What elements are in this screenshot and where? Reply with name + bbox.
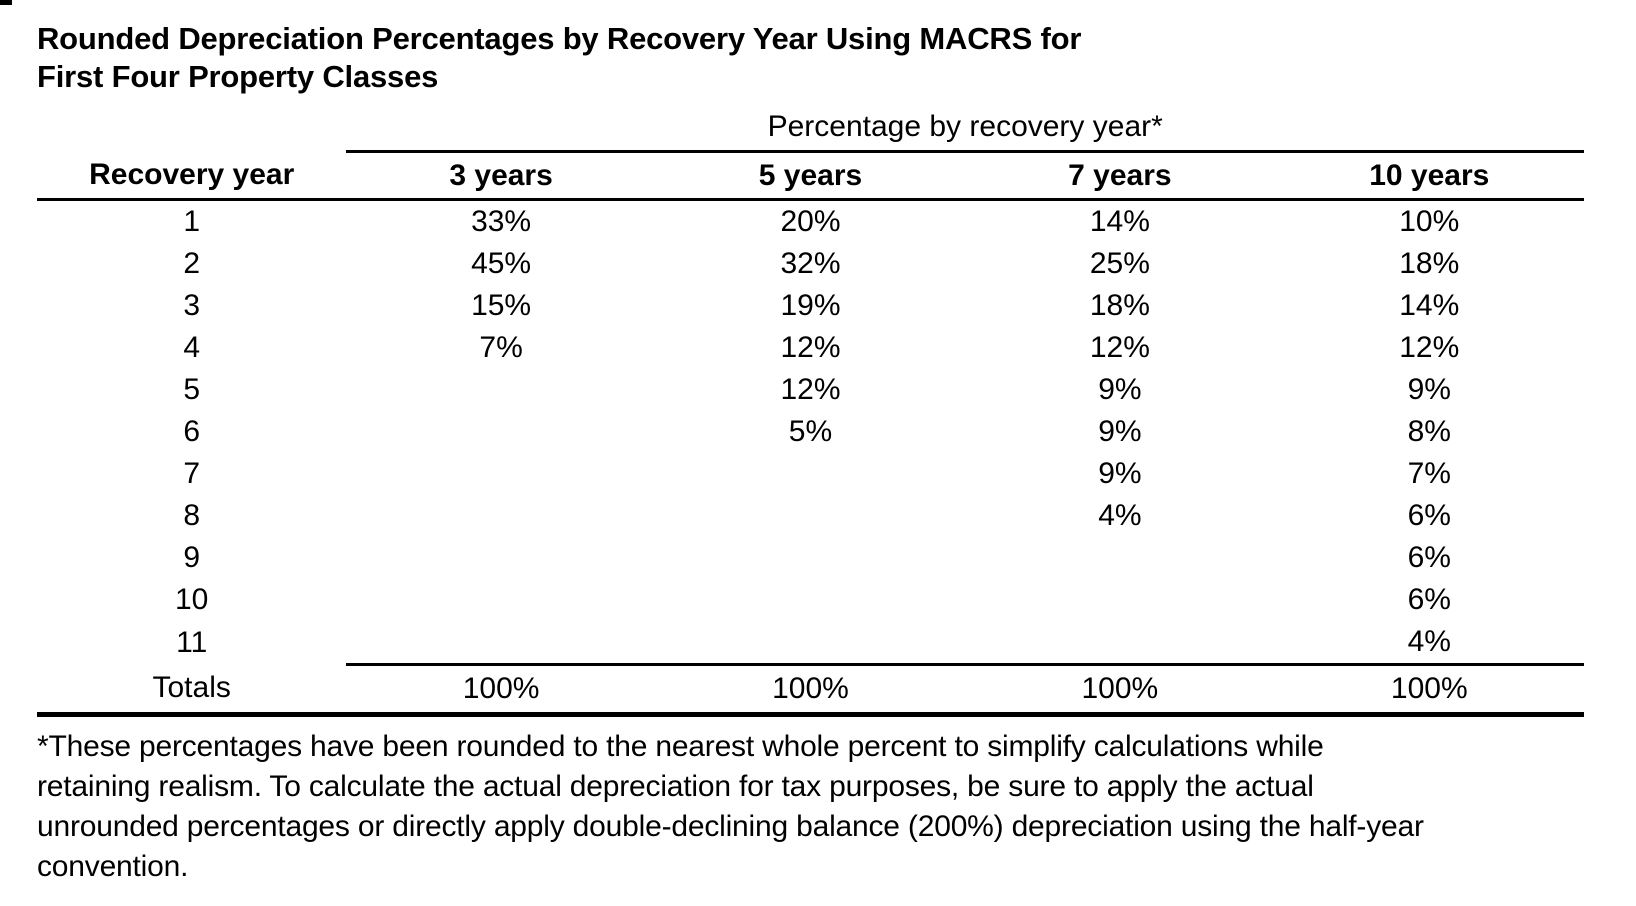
cell-year: 3	[183, 289, 201, 322]
table-title-line1: Rounded Depreciation Percentages by Reco…	[37, 21, 1082, 56]
totals-row: Totals 100% 100% 100% 100%	[37, 663, 1584, 717]
totals-3y: 100%	[346, 663, 656, 717]
macrs-depreciation-table: Percentage by recovery year* Recovery ye…	[37, 100, 1584, 717]
cell-10y: 6%	[1407, 541, 1451, 574]
footnote-line1: *These percentages have been rounded to …	[37, 730, 1324, 763]
corner-artifact	[0, 0, 12, 5]
cell-7y	[965, 537, 1274, 579]
cell-7y	[965, 579, 1274, 621]
table-row: 1 33% 20% 14% 10%	[37, 200, 1584, 244]
table-row: 4 7% 12% 12% 12%	[37, 327, 1584, 369]
cell-year: 5	[183, 373, 201, 406]
cell-7y: 12%	[1089, 331, 1150, 364]
cell-10y: 8%	[1407, 415, 1451, 448]
cell-5y: 12%	[780, 373, 841, 406]
table-row: 10 6%	[37, 579, 1584, 621]
cell-7y	[965, 621, 1274, 665]
table-title: Rounded Depreciation Percentages by Reco…	[37, 20, 1636, 96]
column-header-10-years: 10 years	[1274, 151, 1584, 201]
group-header: Percentage by recovery year*	[346, 100, 1584, 153]
cell-10y: 9%	[1407, 373, 1451, 406]
table-row: 6 5% 9% 8%	[37, 411, 1584, 453]
table-footnote: *These percentages have been rounded to …	[37, 727, 1636, 887]
table-row: 3 15% 19% 18% 14%	[37, 285, 1584, 327]
cell-7y: 14%	[1089, 205, 1150, 238]
cell-3y: 7%	[479, 331, 523, 364]
cell-5y	[656, 579, 965, 621]
cell-year: 7	[183, 457, 201, 490]
column-header-3-years: 3 years	[346, 151, 656, 201]
cell-3y: 33%	[471, 205, 532, 238]
table-row: 7 9% 7%	[37, 453, 1584, 495]
column-header-row: Recovery year 3 years 5 years 7 years 10…	[37, 151, 1584, 201]
cell-3y: 15%	[471, 289, 532, 322]
cell-year: 6	[183, 415, 201, 448]
cell-year: 8	[183, 499, 201, 532]
cell-10y: 4%	[1407, 625, 1451, 658]
totals-5y: 100%	[655, 663, 966, 717]
cell-10y: 7%	[1407, 457, 1451, 490]
cell-3y: 45%	[471, 247, 532, 280]
cell-7y: 9%	[1098, 373, 1142, 406]
column-header-recovery-year: Recovery year	[37, 151, 347, 201]
totals-label: Totals	[37, 664, 347, 717]
cell-7y: 4%	[1098, 499, 1142, 532]
totals-10y: 100%	[1274, 663, 1584, 717]
footnote-line4: convention.	[37, 850, 189, 883]
cell-7y: 9%	[1098, 415, 1142, 448]
cell-10y: 6%	[1407, 499, 1451, 532]
cell-5y	[656, 537, 965, 579]
group-header-row: Percentage by recovery year*	[37, 100, 1584, 153]
cell-year: 11	[176, 625, 208, 659]
cell-3y	[346, 621, 655, 665]
cell-10y: 12%	[1399, 331, 1460, 364]
cell-5y: 12%	[780, 331, 841, 364]
cell-7y: 18%	[1089, 289, 1150, 322]
cell-10y: 10%	[1399, 205, 1460, 238]
cell-7y: 25%	[1089, 247, 1150, 280]
cell-10y: 18%	[1399, 247, 1460, 280]
cell-3y	[346, 411, 655, 453]
cell-year: 4	[183, 331, 201, 364]
column-header-5-years: 5 years	[655, 151, 966, 201]
cell-5y	[656, 495, 965, 537]
cell-5y: 32%	[780, 247, 841, 280]
table-title-line2: First Four Property Classes	[37, 59, 439, 94]
footnote-line2: retaining realism. To calculate the actu…	[37, 770, 1314, 803]
cell-10y: 6%	[1407, 583, 1451, 616]
cell-10y: 14%	[1399, 289, 1460, 322]
totals-7y: 100%	[965, 663, 1275, 717]
cell-3y	[346, 495, 655, 537]
cell-3y	[346, 537, 655, 579]
cell-7y: 9%	[1098, 457, 1142, 490]
cell-year: 10	[175, 583, 209, 616]
cell-year: 2	[183, 247, 201, 280]
column-header-7-years: 7 years	[965, 151, 1275, 201]
table-row: 9 6%	[37, 537, 1584, 579]
cell-year: 1	[183, 205, 201, 238]
cell-3y	[346, 369, 655, 411]
cell-3y	[346, 579, 655, 621]
cell-5y	[656, 621, 965, 665]
cell-5y	[656, 453, 965, 495]
group-header-spacer	[37, 100, 346, 152]
table-row: 5 12% 9% 9%	[37, 369, 1584, 411]
cell-5y: 5%	[788, 415, 833, 448]
table-row: 2 45% 32% 25% 18%	[37, 243, 1584, 285]
cell-year: 9	[183, 541, 201, 574]
table-row: 8 4% 6%	[37, 495, 1584, 537]
footnote-line3: unrounded percentages or directly apply …	[37, 810, 1424, 843]
cell-5y: 20%	[780, 205, 841, 238]
cell-5y: 19%	[780, 289, 841, 322]
table-row: 11 4%	[37, 621, 1584, 665]
cell-3y	[346, 453, 655, 495]
